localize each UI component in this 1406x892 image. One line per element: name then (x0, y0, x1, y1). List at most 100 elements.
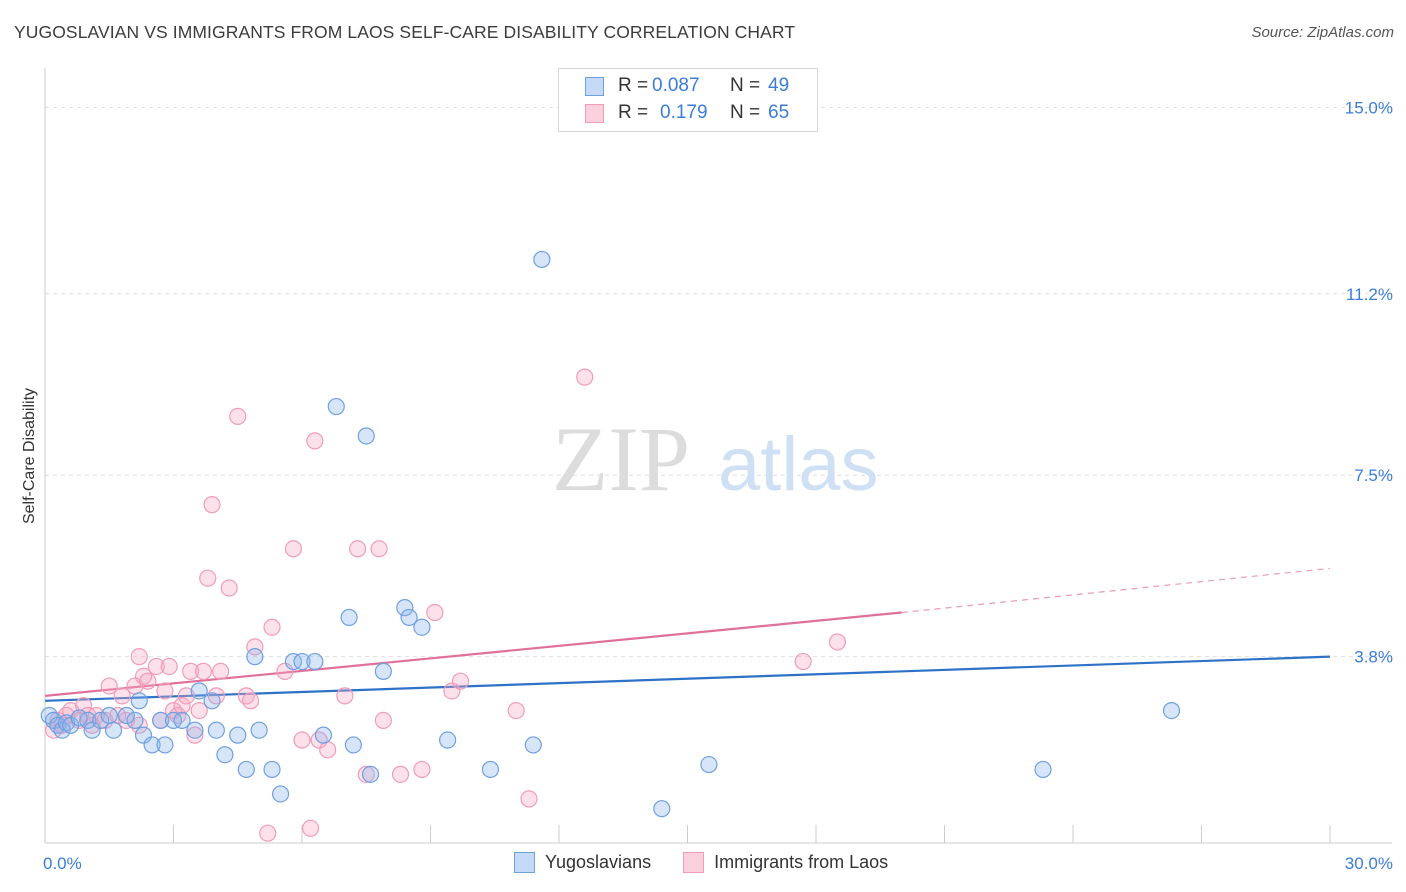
laos-point (113, 687, 131, 705)
laos-point (370, 540, 388, 558)
laos-point (374, 711, 392, 730)
x-tick-label: 30.0% (1345, 854, 1393, 873)
watermark-atlas: atlas (718, 422, 879, 507)
laos-point (220, 579, 238, 597)
yugoslavian-point (396, 599, 414, 617)
yugoslavian-point (400, 608, 418, 627)
laos-point (190, 701, 208, 720)
laos-point (451, 672, 470, 690)
laos-point (160, 657, 178, 676)
y-axis-title: Self-Care Disability (21, 388, 38, 524)
yugoslavian-point (344, 736, 362, 754)
laos-point (147, 657, 165, 676)
data-points (40, 250, 1181, 842)
legend-item-yugoslavians: Yugoslavians (514, 852, 651, 873)
laos-point (212, 662, 230, 680)
yugoslavian-point (361, 765, 380, 783)
yugoslavian-point (83, 721, 101, 739)
series-legend: Yugoslavians Immigrants from Laos (514, 852, 920, 873)
laos-point (284, 540, 303, 558)
watermark: ZIP atlas (552, 408, 879, 510)
laos-point (336, 687, 354, 705)
yugoslavian-point (229, 726, 247, 744)
yugoslavian-point (79, 711, 97, 730)
yugoslavian-point (314, 726, 333, 744)
laos-point (576, 368, 594, 386)
yugoslavian-point (340, 608, 358, 627)
yugoslavian-point (134, 726, 153, 744)
yugoslavian-point (1034, 760, 1052, 779)
laos-point (293, 731, 311, 749)
laos-point (203, 496, 221, 514)
laos-point (182, 662, 200, 680)
yugoslavian-point (173, 711, 191, 730)
yugoslavian-point (156, 736, 174, 754)
yugoslavian-point (306, 652, 324, 671)
legend-n-value: 49 (768, 75, 790, 96)
yugoslavian-point (327, 397, 345, 416)
laos-point (319, 741, 337, 759)
laos-point (426, 603, 444, 622)
yugoslavian-point (207, 721, 225, 739)
laos-point (520, 790, 538, 808)
legend-row-yugoslavians: R = 0.087 N = 49 (585, 73, 789, 99)
laos-point (828, 633, 847, 651)
laos-point (242, 692, 260, 710)
laos-point (139, 672, 157, 690)
yugoslavian-point (374, 662, 392, 680)
legend-swatch-blue (514, 852, 535, 873)
laos-point (173, 697, 191, 715)
yugoslavian-trend-line (44, 655, 1331, 702)
yugoslavian-point (250, 721, 268, 739)
yugoslavian-point (413, 618, 431, 636)
laos-point (259, 824, 277, 842)
yugoslavian-point (104, 721, 123, 739)
yugoslavian-point (653, 800, 671, 818)
yugoslavian-point (533, 250, 551, 269)
yugoslavian-point (203, 692, 221, 710)
laos-point (507, 701, 525, 720)
y-tick-label: 11.2% (1346, 285, 1393, 304)
trend-lines (44, 567, 1331, 702)
yugoslavian-point (263, 760, 281, 779)
yugoslavian-point (130, 692, 148, 710)
yugoslavian-point (439, 731, 457, 749)
laos-point (306, 432, 324, 450)
legend-r-label: R = (618, 75, 649, 96)
legend-r-value: 0.087 (652, 75, 700, 96)
axes (44, 68, 1392, 844)
laos-point (130, 648, 148, 666)
laos-point (413, 760, 431, 779)
laos-point (357, 765, 375, 783)
gridlines (45, 106, 1392, 658)
laos-trend-extension (901, 567, 1331, 614)
axis-labels: 3.8% 7.5% 11.2% 15.0% 0.0% 30.0% Self-Care Dis… (21, 98, 1393, 873)
laos-point (156, 682, 174, 700)
yugoslavian-point (524, 736, 542, 754)
laos-point (276, 662, 294, 680)
legend-n-label: N = (730, 75, 761, 96)
laos-point (199, 569, 217, 587)
laos-point (443, 682, 461, 700)
yugoslavian-point (126, 711, 144, 730)
legend-swatch-pink (683, 852, 705, 873)
laos-point (263, 618, 281, 636)
legend-n-label: N = (730, 102, 761, 123)
laos-point (229, 407, 247, 425)
yugoslavian-point (237, 760, 255, 779)
yugoslavian-point (117, 706, 135, 725)
laos-point (301, 819, 320, 837)
y-tick-label: 15.0% (1345, 98, 1393, 117)
legend-series1-name: Yugoslavians (545, 852, 652, 872)
laos-point (100, 677, 118, 695)
laos-point (194, 662, 213, 680)
yugoslavian-point (190, 682, 208, 700)
x-tick-label: 0.0% (43, 854, 82, 873)
legend-r-value: 0.179 (660, 102, 708, 123)
legend-swatch-pink (585, 103, 604, 123)
laos-point (246, 638, 264, 656)
legend-swatch-blue (585, 76, 604, 96)
yugoslavian-point (92, 711, 110, 730)
legend-series2-name: Immigrants from Laos (714, 852, 889, 872)
